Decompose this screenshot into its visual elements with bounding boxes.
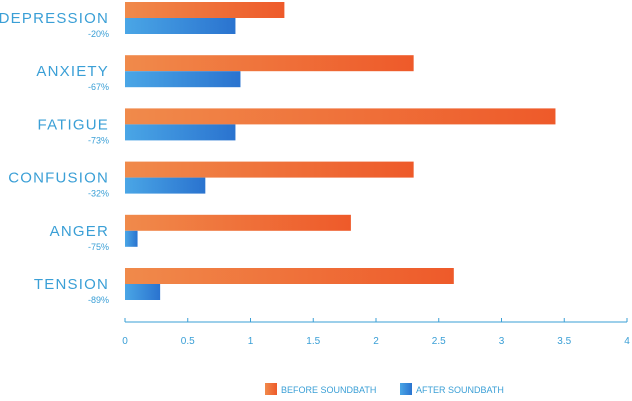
bar-after-depression (125, 18, 236, 34)
category-label-fatigue: FATIGUE (38, 116, 109, 133)
bar-before-tension (125, 268, 454, 284)
bar-before-fatigue (125, 108, 556, 125)
bar-after-fatigue (125, 124, 236, 141)
bar-after-confusion (125, 177, 206, 194)
x-tick-label: 2.5 (432, 336, 446, 347)
legend-label-after: AFTER SOUNDBATH (416, 385, 504, 395)
x-tick-label: 4 (624, 336, 630, 347)
category-label-anger: ANGER (50, 223, 109, 240)
x-tick-label: 3.5 (557, 336, 571, 347)
x-ticks: 0 0.5 1 1.5 2 2.5 3 3.5 4 (122, 318, 630, 347)
category-labels: DEPRESSION -20% ANXIETY -67% FATIGUE -73% CONF… (0, 10, 109, 305)
category-label-tension: TENSION (34, 276, 109, 293)
bar-after-anxiety (125, 71, 241, 88)
legend-label-before: BEFORE SOUNDBATH (281, 385, 376, 395)
category-label-depression: DEPRESSION (0, 10, 109, 27)
x-tick-label: 0.5 (181, 336, 195, 347)
change-label-tension: -89% (88, 295, 109, 305)
legend-swatch-after (400, 383, 412, 395)
bar-before-anxiety (125, 55, 414, 72)
change-label-depression: -20% (88, 29, 109, 39)
change-label-anger: -75% (88, 242, 109, 252)
x-tick-label: 1 (248, 336, 254, 347)
bar-before-depression (125, 2, 285, 18)
bars (125, 2, 556, 300)
category-label-anxiety: ANXIETY (36, 63, 109, 80)
change-label-anxiety: -67% (88, 82, 109, 92)
change-label-fatigue: -73% (88, 135, 109, 145)
change-label-confusion: -32% (88, 189, 109, 199)
legend: BEFORE SOUNDBATH AFTER SOUNDBATH (265, 383, 504, 395)
bar-before-anger (125, 214, 351, 231)
x-tick-label: 1.5 (306, 336, 320, 347)
x-tick-label: 2 (373, 336, 379, 347)
bar-before-confusion (125, 161, 414, 178)
bar-after-anger (125, 230, 138, 247)
bar-after-tension (125, 284, 161, 300)
legend-swatch-before (265, 383, 277, 395)
x-tick-label: 3 (499, 336, 505, 347)
x-tick-label: 0 (122, 336, 128, 347)
category-label-confusion: CONFUSION (8, 170, 109, 187)
